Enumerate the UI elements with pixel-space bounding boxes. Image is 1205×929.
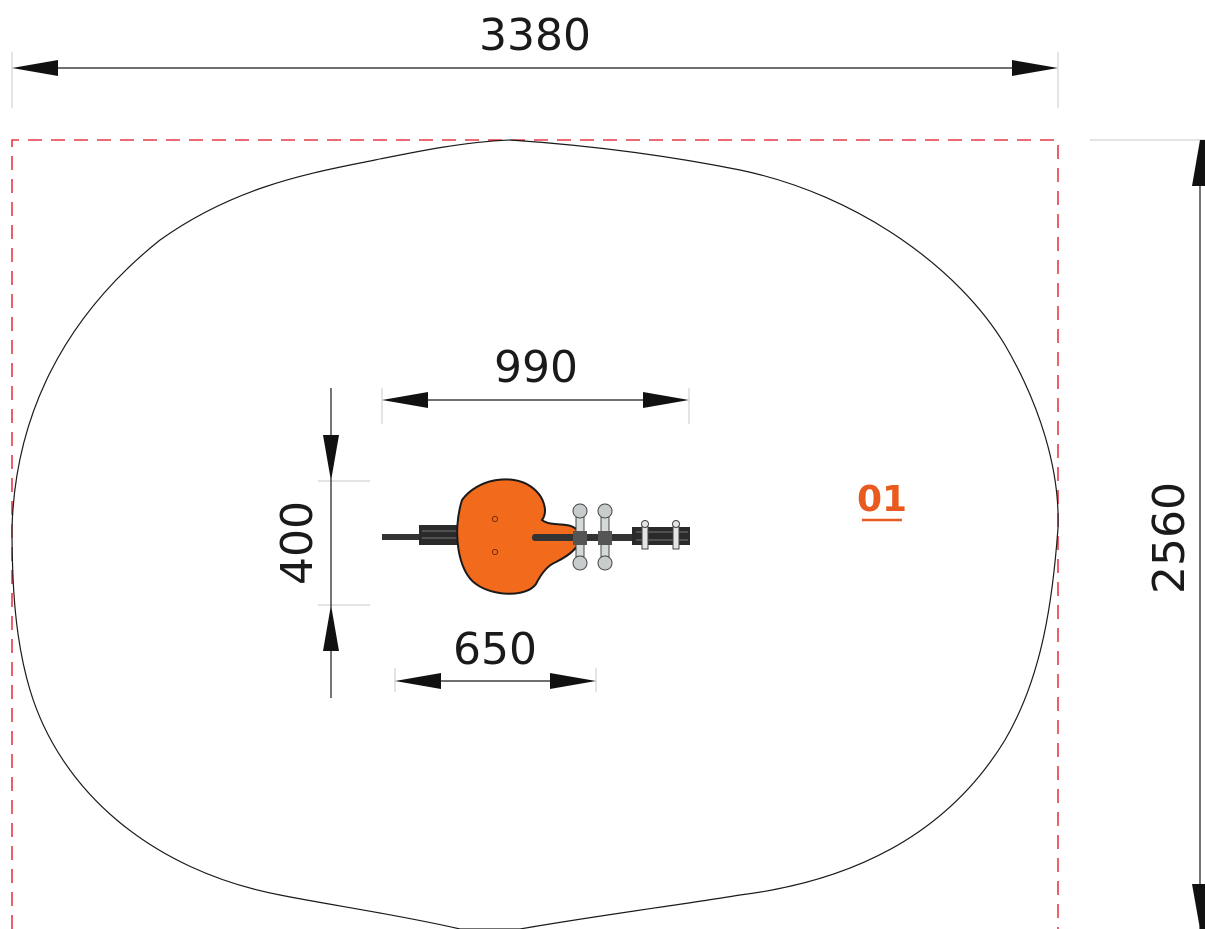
handle-1-grip-top [573, 504, 587, 518]
dimension-overall-height: 2560 [1090, 140, 1205, 929]
item-label-text: 01 [857, 479, 907, 520]
handle-2-grip-bottom [598, 556, 612, 570]
equipment-width-value: 400 [272, 501, 323, 585]
arrowhead-left [382, 392, 428, 408]
dimension-seat-length: 650 [395, 624, 596, 692]
arrowhead-right [550, 673, 596, 689]
handle-1-grip-bottom [573, 556, 587, 570]
dimension-overall-width: 3380 [12, 10, 1058, 108]
dimension-equipment-length: 990 [382, 342, 689, 424]
small-handle-2 [673, 521, 680, 550]
spring-rider-equipment [382, 479, 690, 593]
arrowhead-right [643, 392, 689, 408]
handle-2-clamp [598, 531, 612, 545]
arrowhead-left [12, 60, 58, 76]
equipment-length-value: 990 [494, 342, 578, 393]
arrowhead-bottom [1192, 884, 1205, 929]
arrowhead-bottom [323, 605, 339, 651]
footrest-bar-left [382, 534, 424, 540]
small-handle-1-knob [642, 521, 649, 528]
handle-1-clamp [573, 531, 587, 545]
handle-2-grip-top [598, 504, 612, 518]
small-handle-1 [642, 521, 649, 550]
seat-length-value: 650 [453, 624, 537, 675]
overall-width-value: 3380 [479, 10, 591, 61]
arrowhead-right [1012, 60, 1058, 76]
item-label-01: 01 [857, 479, 907, 520]
small-handle-2-knob [673, 521, 680, 528]
arrowhead-top [323, 435, 339, 481]
dimension-equipment-width: 400 [272, 388, 370, 698]
arrowhead-left [395, 673, 441, 689]
handle-1 [573, 504, 587, 570]
handle-2 [598, 504, 612, 570]
arrowhead-top [1192, 140, 1205, 186]
footrest-block-right [632, 527, 690, 545]
overall-height-value: 2560 [1144, 482, 1195, 594]
